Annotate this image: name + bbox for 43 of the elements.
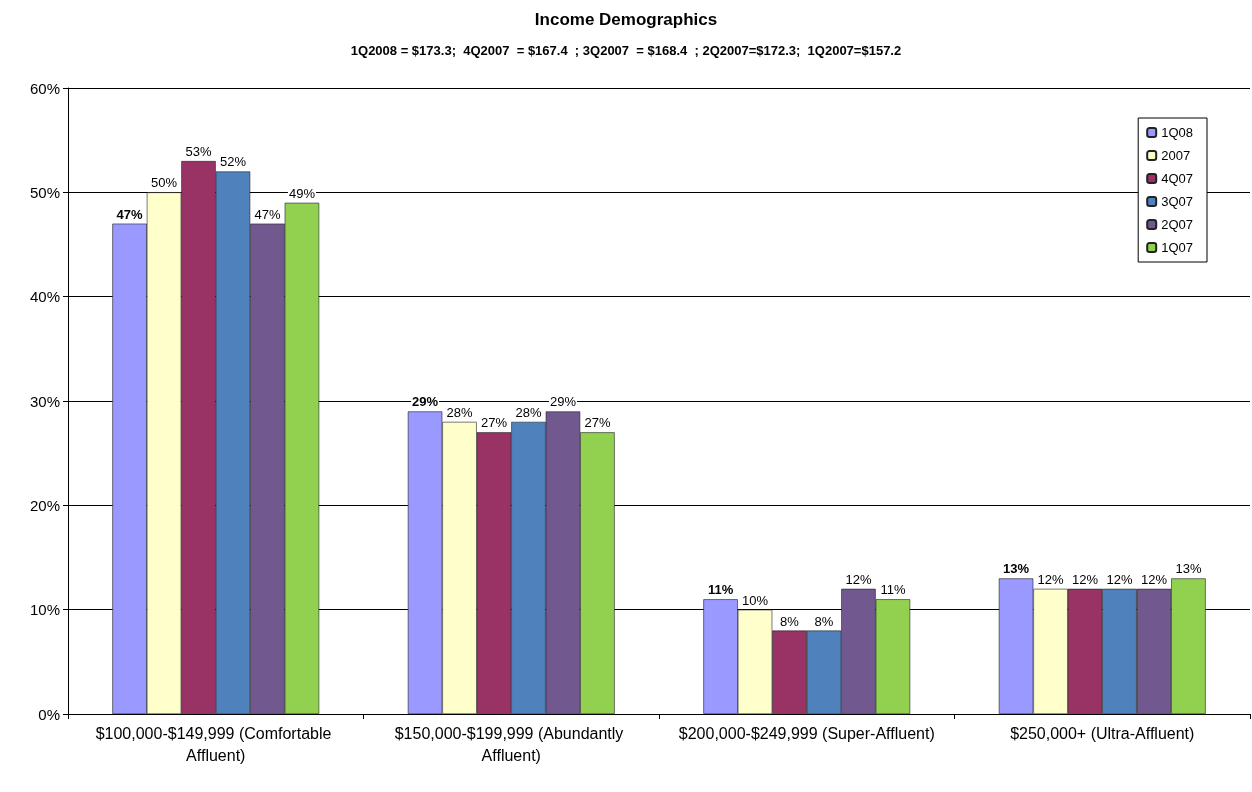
data-label: 10% [742, 592, 769, 608]
data-label: 29% [549, 394, 577, 410]
legend-label: 1Q07 [1161, 240, 1194, 255]
data-label: 11% [707, 582, 734, 598]
x-tick-label: $100,000-$149,999 (Comfortable Affluent) [95, 724, 336, 764]
data-label: 11% [880, 582, 906, 598]
y-tick-label: 0% [38, 705, 60, 723]
legend-label: 4Q07 [1161, 171, 1194, 186]
data-label: 50% [151, 175, 178, 191]
y-tick-label: 20% [29, 496, 60, 514]
data-label: 12% [1072, 571, 1099, 587]
data-label: 47% [116, 206, 144, 222]
y-tick-label: 50% [29, 183, 60, 201]
legend-label: 2007 [1161, 148, 1191, 163]
x-tick-label: $150,000-$199,999 (Abundantly Affluent) [394, 724, 628, 764]
y-tick-label: 60% [29, 79, 60, 97]
x-tick-label: $200,000-$249,999 (Super-Affluent) [678, 724, 935, 742]
data-label: 27% [584, 415, 611, 431]
y-tick-label: 10% [29, 601, 60, 619]
data-label: 53% [185, 144, 212, 160]
y-tick-label: 30% [29, 392, 60, 410]
data-label: 8% [780, 613, 800, 629]
chart-title: Income Demographics [534, 10, 718, 29]
data-label: 52% [219, 154, 247, 170]
y-tick-label: 40% [29, 288, 60, 306]
data-label: 12% [1106, 571, 1133, 587]
data-label: 49% [288, 185, 316, 201]
data-label: 28% [515, 404, 542, 420]
data-label: 13% [1003, 561, 1030, 577]
legend-label: 3Q07 [1161, 194, 1194, 209]
data-label: 12% [1140, 571, 1168, 587]
data-label: 29% [412, 394, 439, 410]
data-label: 28% [446, 404, 473, 420]
data-label: 27% [481, 415, 508, 431]
chart-subtitle: 1Q2008 = $173.3; 4Q2007 = $167.4 ; 3Q2007 = $168.4 ; 2Q2007=$172.3; 1Q2007=$157.2 [350, 43, 902, 58]
data-label: 8% [814, 613, 834, 629]
data-label: 13% [1175, 561, 1202, 577]
data-label: 12% [845, 571, 872, 587]
data-label: 12% [1037, 571, 1064, 587]
legend-label: 2Q07 [1161, 217, 1194, 232]
legend-label: 1Q08 [1161, 125, 1194, 140]
x-tick-label: $250,000+ (Ultra-Affluent) [1010, 724, 1195, 742]
data-label: 47% [254, 206, 281, 222]
